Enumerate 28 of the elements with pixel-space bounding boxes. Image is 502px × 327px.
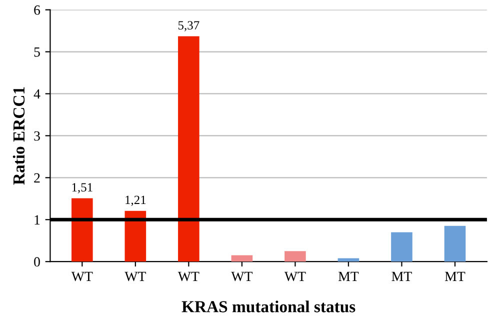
x-tick-label: WT (71, 272, 93, 282)
y-tick-label: 5 (34, 48, 40, 57)
x-tick-label: WT (178, 272, 200, 282)
y-tick-label: 1 (34, 215, 40, 224)
y-tick-label: 4 (34, 89, 40, 99)
y-tick-label: 3 (34, 131, 40, 141)
x-tick-label: WT (124, 272, 146, 282)
bar (444, 226, 466, 262)
y-tick-label: 6 (34, 5, 40, 15)
y-axis-title: Ratio ERCC1 (12, 87, 25, 185)
data-label: 1,51 (72, 183, 92, 194)
data-label: 1,21 (126, 196, 146, 206)
x-tick-label: MT (338, 272, 359, 281)
bar (231, 255, 253, 262)
x-tick-label: MT (392, 272, 412, 281)
bar (178, 36, 200, 262)
bar (124, 210, 146, 262)
x-axis-title: KRAS mutational status (182, 300, 356, 312)
x-tick-label: WT (231, 272, 253, 282)
data-label: 5,37 (178, 21, 200, 32)
bar (391, 232, 412, 262)
bar (338, 258, 360, 262)
x-tick-label: WT (284, 272, 306, 282)
bar (72, 198, 93, 262)
bar (284, 251, 306, 262)
y-tick-label: 2 (34, 173, 40, 182)
y-tick-label: 0 (34, 257, 40, 267)
x-tick-label: MT (444, 272, 466, 281)
